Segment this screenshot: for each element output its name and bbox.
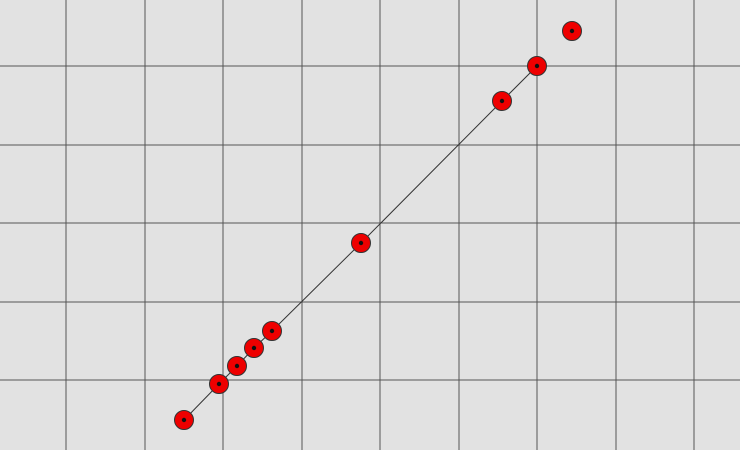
point-marker-8[interactable] — [527, 56, 547, 76]
point-marker-center — [251, 345, 257, 351]
point-marker-9[interactable] — [562, 21, 582, 41]
point-marker-1[interactable] — [174, 410, 194, 430]
point-marker-5[interactable] — [262, 321, 282, 341]
point-marker-4[interactable] — [244, 338, 264, 358]
point-marker-center — [181, 417, 187, 423]
point-marker-center — [534, 63, 540, 69]
point-marker-3[interactable] — [227, 356, 247, 376]
point-marker-center — [269, 328, 275, 334]
point-markers[interactable] — [174, 21, 582, 430]
point-marker-2[interactable] — [209, 374, 229, 394]
point-marker-center — [569, 28, 575, 34]
point-marker-center — [234, 363, 240, 369]
point-marker-center — [499, 98, 505, 104]
point-marker-center — [216, 381, 222, 387]
point-marker-center — [358, 240, 364, 246]
point-marker-7[interactable] — [492, 91, 512, 111]
point-marker-6[interactable] — [351, 233, 371, 253]
